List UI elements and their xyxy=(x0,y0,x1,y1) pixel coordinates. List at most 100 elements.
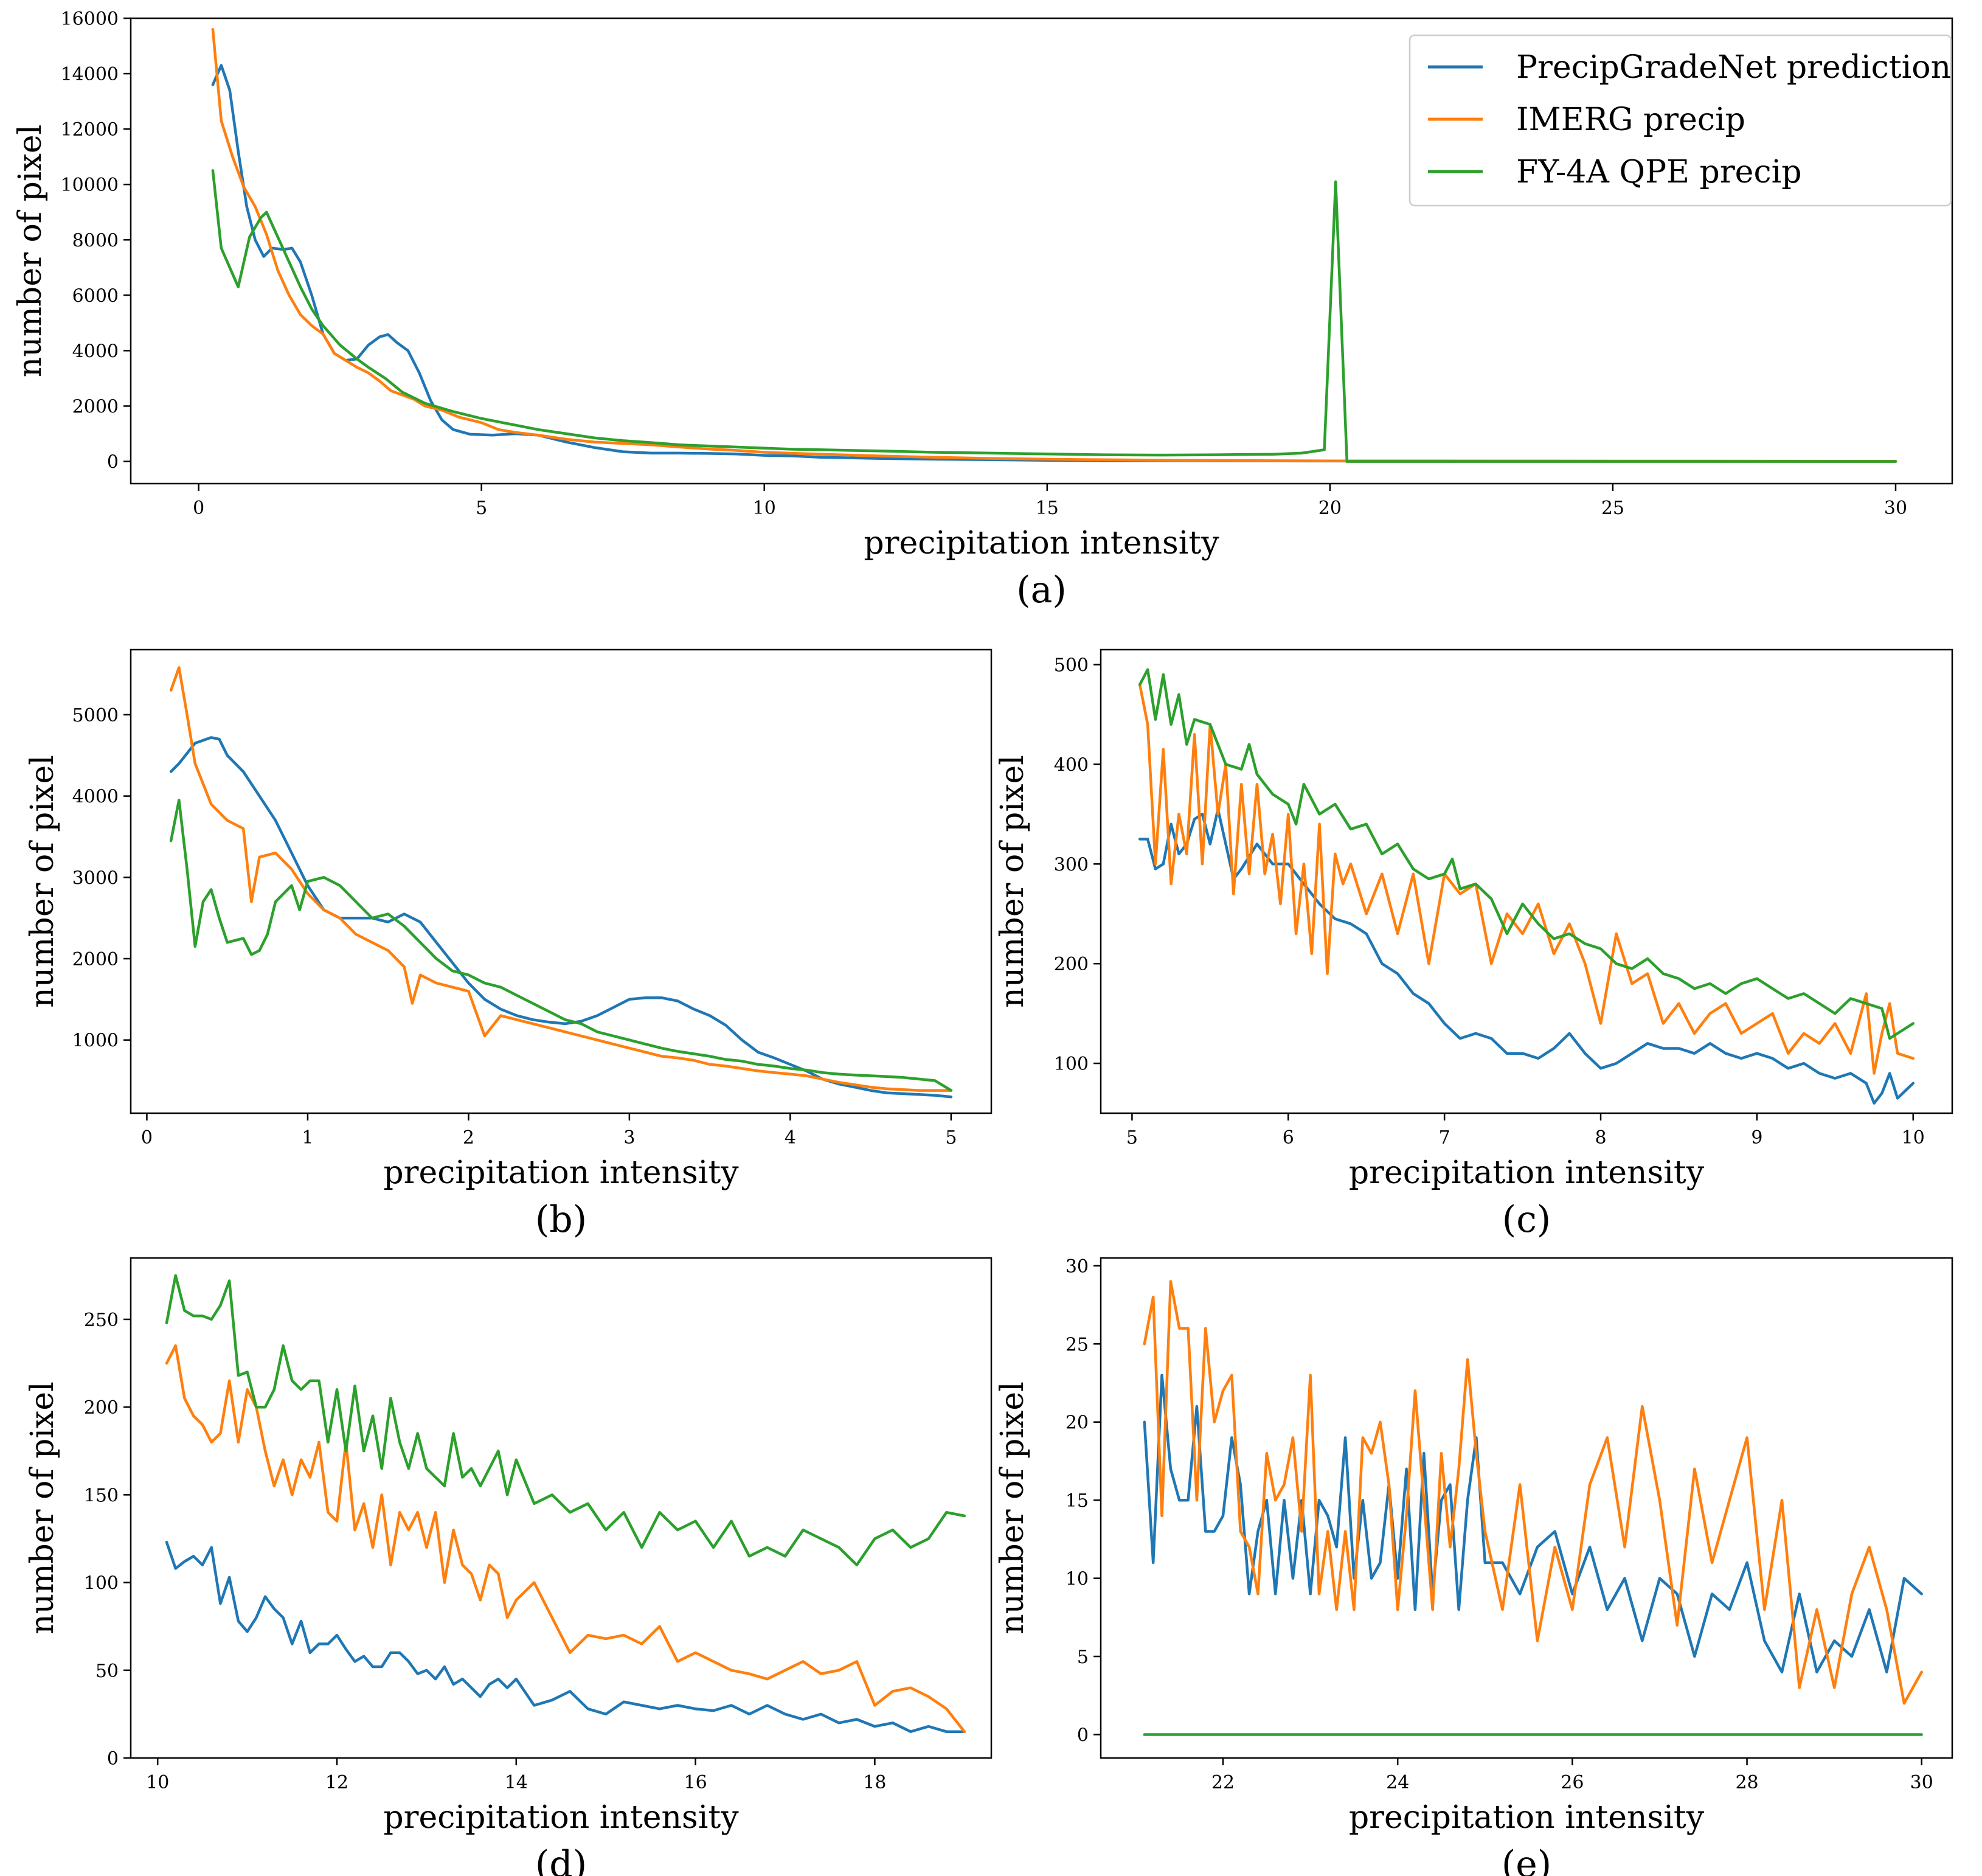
y-tick-label: 12000 xyxy=(61,119,119,141)
series-group xyxy=(169,666,953,1099)
y-tick-label: 8000 xyxy=(72,230,119,251)
x-tick-label: 4 xyxy=(785,1127,796,1148)
axes-frame xyxy=(1100,648,1953,1114)
y-tick-label: 300 xyxy=(1054,854,1089,875)
y-tick-label: 0 xyxy=(1077,1725,1089,1746)
y-tick-label: 10 xyxy=(1065,1569,1089,1590)
y-axis-label: number of pixel xyxy=(24,1381,61,1634)
series-line-d-0 xyxy=(165,1540,966,1733)
x-tick-label: 22 xyxy=(1211,1772,1235,1793)
y-tick-label: 200 xyxy=(1054,954,1089,975)
y-tick-label: 2000 xyxy=(72,949,119,970)
y-tick-label: 250 xyxy=(84,1310,119,1331)
x-tick-label: 16 xyxy=(684,1772,707,1793)
x-tick-label: 24 xyxy=(1386,1772,1409,1793)
series-line-c-0 xyxy=(1138,807,1915,1105)
x-tick-label: 0 xyxy=(141,1127,153,1148)
panel-label: (e) xyxy=(1502,1843,1551,1876)
x-tick-label: 7 xyxy=(1439,1127,1450,1148)
x-tick-label: 14 xyxy=(505,1772,528,1793)
x-tick-label: 26 xyxy=(1561,1772,1584,1793)
legend-entry-2: FY-4A QPE precip xyxy=(1516,154,1802,190)
series-line-a-1 xyxy=(211,27,1897,463)
legend-entry-1: IMERG precip xyxy=(1516,102,1745,138)
y-tick-label: 10000 xyxy=(61,175,119,196)
x-tick-label: 5 xyxy=(476,498,487,519)
chart-panel-e: 22 24 26 28 30 0 5 10 15 20 25 30 precipitation inte… xyxy=(994,1256,1953,1876)
series-line-b-0 xyxy=(169,736,953,1099)
panel-label: (d) xyxy=(535,1843,587,1876)
y-axis-label: number of pixel xyxy=(994,755,1031,1007)
y-tick-label: 16000 xyxy=(61,9,119,30)
y-tick-label: 30 xyxy=(1065,1256,1089,1277)
y-tick-label: 14000 xyxy=(61,64,119,85)
x-tick-label: 10 xyxy=(146,1772,169,1793)
x-tick-label: 2 xyxy=(463,1127,474,1148)
y-tick-label: 6000 xyxy=(72,285,119,307)
y-tick-label: 5 xyxy=(1077,1647,1089,1668)
panel-label: (a) xyxy=(1016,569,1067,611)
series-group xyxy=(1138,668,1915,1105)
y-tick-label: 100 xyxy=(1054,1054,1089,1075)
x-tick-label: 6 xyxy=(1283,1127,1294,1148)
series-line-e-1 xyxy=(1143,1280,1923,1705)
y-tick-label: 25 xyxy=(1065,1334,1089,1355)
y-tick-label: 4000 xyxy=(72,341,119,362)
legend-box xyxy=(1409,34,1952,207)
chart-panel-a: 0 5 10 15 20 25 30 0 2000 4000 6000 8000 10000 12000 1… xyxy=(12,9,1953,611)
x-tick-label: 5 xyxy=(1126,1127,1138,1148)
x-axis-label: precipitation intensity xyxy=(1349,1155,1705,1191)
y-tick-label: 15 xyxy=(1065,1490,1089,1512)
legend: PrecipGradeNet prediction IMERG precip FY-… xyxy=(1409,34,1952,207)
chart-panel-c: 5 6 7 8 9 10 100 200 300 400 500 precipitation inte… xyxy=(994,648,1953,1241)
y-tick-label: 200 xyxy=(84,1397,119,1419)
y-tick-label: 3000 xyxy=(72,867,119,889)
series-line-d-2 xyxy=(165,1274,966,1566)
x-tick-label: 9 xyxy=(1751,1127,1762,1148)
y-tick-label: 500 xyxy=(1054,655,1089,676)
panel-label: (b) xyxy=(535,1198,587,1241)
x-axis-label: precipitation intensity xyxy=(383,1799,739,1836)
x-tick-label: 0 xyxy=(193,498,204,519)
y-tick-label: 400 xyxy=(1054,754,1089,776)
x-tick-label: 8 xyxy=(1595,1127,1606,1148)
y-axis-label: number of pixel xyxy=(24,755,61,1007)
y-tick-label: 0 xyxy=(107,452,119,473)
chart-panel-d: 10 12 14 16 18 0 50 100 150 200 250 precipitation i… xyxy=(24,1257,993,1876)
series-line-c-2 xyxy=(1138,668,1915,1040)
y-axis-label: number of pixel xyxy=(994,1381,1031,1634)
y-tick-label: 5000 xyxy=(72,705,119,726)
x-tick-label: 25 xyxy=(1601,498,1624,519)
axes-frame xyxy=(130,648,993,1114)
axes-frame xyxy=(1100,1257,1953,1759)
x-tick-label: 10 xyxy=(1902,1127,1925,1148)
x-tick-label: 12 xyxy=(325,1772,348,1793)
series-line-d-1 xyxy=(165,1344,966,1733)
y-axis-label: number of pixel xyxy=(12,125,49,377)
y-tick-label: 50 xyxy=(95,1661,119,1682)
y-tick-label: 2000 xyxy=(72,397,119,418)
series-group xyxy=(165,1274,966,1733)
axes-frame xyxy=(130,17,1953,485)
x-tick-label: 1 xyxy=(302,1127,313,1148)
x-tick-label: 18 xyxy=(863,1772,886,1793)
x-tick-label: 20 xyxy=(1318,498,1342,519)
y-tick-label: 20 xyxy=(1065,1412,1089,1434)
series-line-c-1 xyxy=(1138,683,1915,1075)
panel-label: (c) xyxy=(1502,1198,1551,1241)
x-tick-label: 15 xyxy=(1036,498,1059,519)
series-line-b-2 xyxy=(169,799,953,1092)
y-tick-label: 1000 xyxy=(72,1030,119,1052)
x-tick-label: 30 xyxy=(1884,498,1907,519)
x-axis-label: precipitation intensity xyxy=(1349,1799,1705,1836)
series-group xyxy=(1143,1280,1923,1736)
series-line-a-2 xyxy=(211,169,1897,463)
x-axis-label: precipitation intensity xyxy=(383,1155,739,1191)
y-tick-label: 150 xyxy=(84,1485,119,1506)
y-tick-label: 0 xyxy=(107,1748,119,1770)
y-tick-label: 4000 xyxy=(72,787,119,808)
x-tick-label: 3 xyxy=(623,1127,635,1148)
axes-frame xyxy=(130,1257,993,1759)
x-axis-label: precipitation intensity xyxy=(864,525,1219,561)
